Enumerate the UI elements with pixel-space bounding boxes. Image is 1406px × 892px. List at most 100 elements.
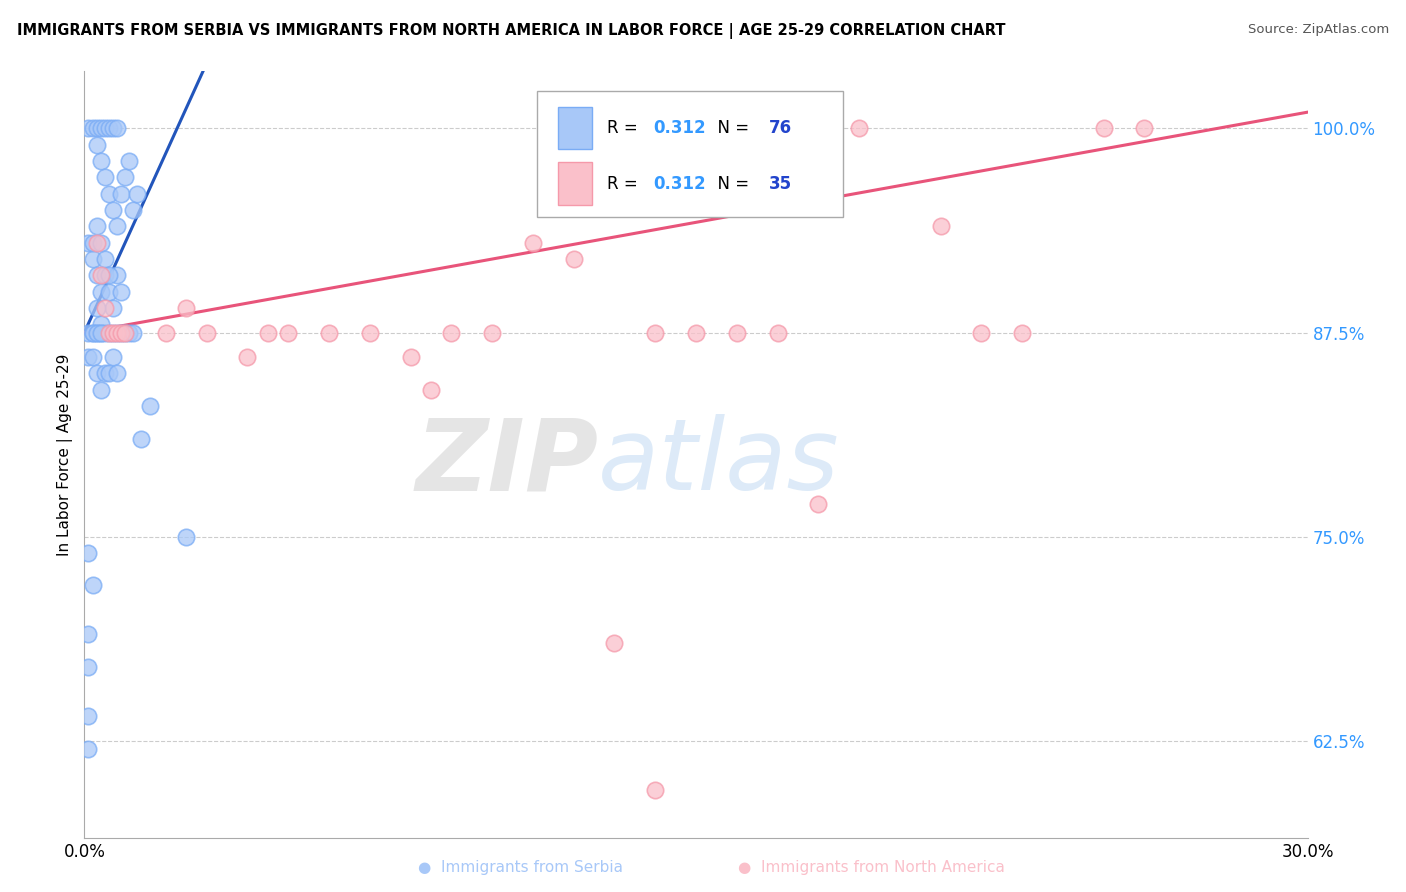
Point [114, 326, 136, 340]
Point [562, 252, 585, 266]
Text: ●  Immigrants from North America: ● Immigrants from North America [738, 861, 1005, 875]
Point [174, 301, 197, 315]
Point [105, 219, 128, 234]
Point [644, 326, 666, 340]
Point [77, 660, 100, 674]
Point [118, 326, 141, 340]
Text: R =: R = [606, 119, 643, 136]
Point [90, 268, 112, 283]
Point [644, 782, 666, 797]
Point [90, 235, 112, 250]
Point [77, 326, 100, 340]
Point [93, 301, 115, 315]
Point [118, 154, 141, 169]
Point [86, 121, 108, 136]
Point [77, 546, 100, 560]
Point [122, 203, 145, 218]
Text: 76: 76 [769, 119, 793, 136]
Point [440, 326, 463, 340]
Point [603, 635, 626, 649]
Point [807, 497, 830, 511]
Point [970, 326, 993, 340]
Point [101, 326, 124, 340]
Point [97, 326, 120, 340]
Point [110, 186, 132, 201]
Point [110, 326, 132, 340]
Point [277, 326, 299, 340]
Point [522, 235, 544, 250]
Point [236, 350, 259, 364]
Point [86, 326, 108, 340]
Point [122, 326, 145, 340]
Point [929, 219, 952, 234]
Text: Source: ZipAtlas.com: Source: ZipAtlas.com [1249, 23, 1389, 37]
Text: IMMIGRANTS FROM SERBIA VS IMMIGRANTS FROM NORTH AMERICA IN LABOR FORCE | AGE 25-: IMMIGRANTS FROM SERBIA VS IMMIGRANTS FRO… [17, 23, 1005, 39]
Point [399, 350, 422, 364]
Point [97, 121, 120, 136]
Point [725, 326, 748, 340]
Point [93, 367, 115, 381]
Text: 0.312: 0.312 [654, 175, 706, 193]
Point [155, 326, 177, 340]
Text: N =: N = [707, 175, 755, 193]
Point [77, 235, 100, 250]
Point [105, 121, 128, 136]
Point [110, 285, 132, 299]
Point [90, 154, 112, 169]
Point [97, 285, 120, 299]
Point [101, 350, 124, 364]
Point [174, 529, 197, 543]
Point [86, 219, 108, 234]
Text: R =: R = [606, 175, 643, 193]
Point [101, 121, 124, 136]
Point [105, 326, 128, 340]
Point [97, 186, 120, 201]
Point [1133, 121, 1156, 136]
Point [82, 121, 104, 136]
Point [481, 326, 503, 340]
Point [318, 326, 340, 340]
Bar [558, 106, 592, 149]
Point [97, 326, 120, 340]
Point [86, 137, 108, 152]
Point [82, 235, 104, 250]
Point [848, 121, 870, 136]
Point [101, 301, 124, 315]
Point [82, 578, 104, 592]
Text: 0.312: 0.312 [654, 119, 706, 136]
Point [77, 121, 100, 136]
Point [82, 326, 104, 340]
Point [77, 709, 100, 723]
Point [97, 268, 120, 283]
Text: atlas: atlas [598, 414, 839, 511]
Point [1092, 121, 1115, 136]
Point [101, 203, 124, 218]
FancyBboxPatch shape [537, 91, 842, 217]
Point [101, 326, 124, 340]
Point [114, 326, 136, 340]
Point [110, 326, 132, 340]
Point [105, 268, 128, 283]
Point [257, 326, 280, 340]
Bar [558, 162, 592, 204]
Text: N =: N = [707, 119, 755, 136]
Point [93, 170, 115, 185]
Point [77, 741, 100, 756]
Point [105, 326, 128, 340]
Point [138, 399, 160, 413]
Text: 35: 35 [769, 175, 793, 193]
Text: ZIP: ZIP [415, 414, 598, 511]
Text: ●  Immigrants from Serbia: ● Immigrants from Serbia [418, 861, 623, 875]
Point [1011, 326, 1033, 340]
Point [82, 350, 104, 364]
Point [114, 170, 136, 185]
Point [82, 326, 104, 340]
Point [93, 326, 115, 340]
Point [90, 383, 112, 397]
Point [420, 383, 443, 397]
Point [90, 285, 112, 299]
Point [93, 121, 115, 136]
Point [93, 252, 115, 266]
Point [90, 318, 112, 332]
Point [359, 326, 381, 340]
